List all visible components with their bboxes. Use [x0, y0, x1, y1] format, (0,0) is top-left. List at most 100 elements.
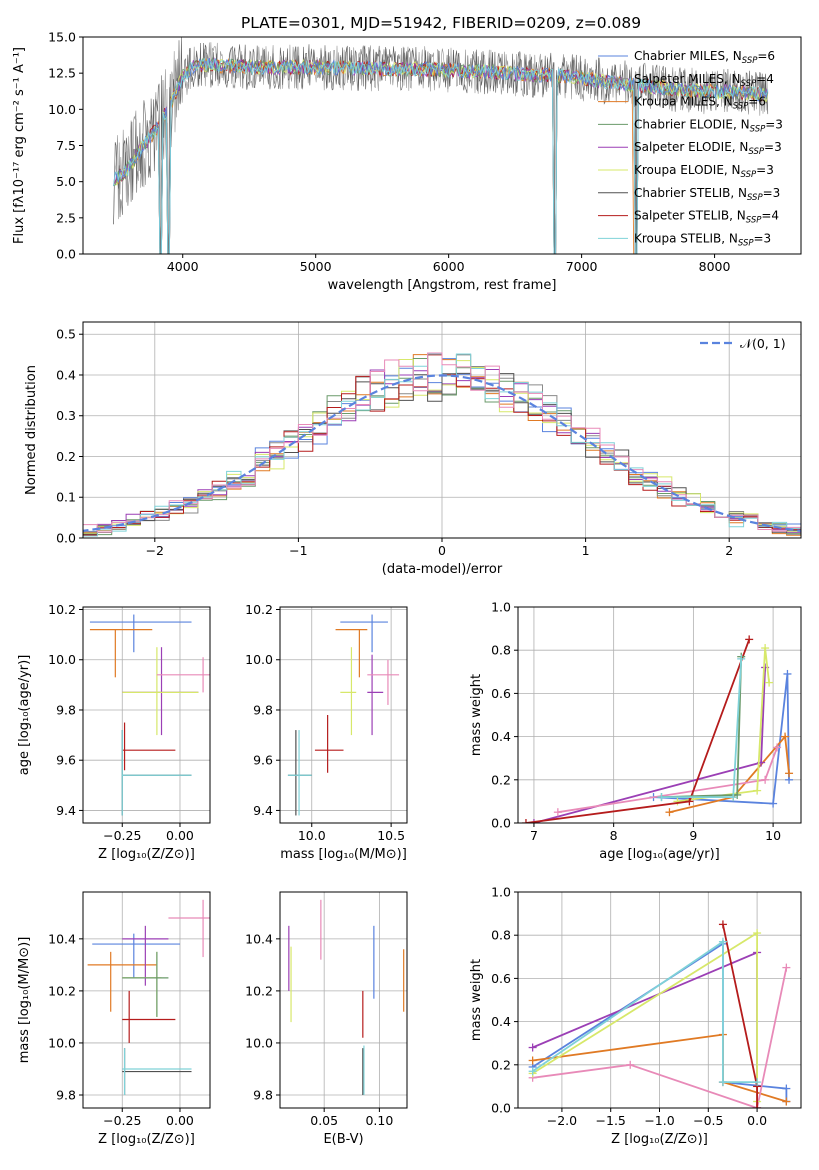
y-tick-label: 0.3 — [56, 408, 76, 423]
y-axis-label: Flux [fλ10⁻¹⁷ erg cm⁻² s⁻¹ A⁻¹] — [12, 47, 27, 244]
x-tick-label: 10 — [765, 828, 781, 843]
histograms — [83, 352, 801, 537]
x-tick-label: −0.5 — [693, 1113, 723, 1128]
y-tick-label: 7.5 — [56, 138, 76, 153]
weight-series-line — [661, 658, 743, 798]
y-tick-label: 9.6 — [253, 753, 273, 768]
y-tick-label: 0.2 — [56, 449, 76, 464]
y-tick-label: 0.0 — [491, 816, 511, 831]
x-tick-label: 10.5 — [377, 828, 405, 843]
weight-series-line — [532, 967, 788, 1108]
mass-z-panel: −0.25 0.00 9.8 10.0 10.2 10.4 Z [log₁₀(Z/Z⊙)] m… — [17, 891, 211, 1147]
age-mass-panel: 10.0 10.5 9.4 9.6 9.8 10.0 10.2 mass [log₁₀(M/M… — [245, 602, 408, 862]
y-tick-label: 10.0 — [48, 102, 76, 117]
errorbars — [87, 899, 210, 1095]
weight-series-line — [532, 939, 758, 1083]
x-tick-label: 0 — [438, 543, 446, 558]
y-tick-label: 0.5 — [56, 327, 76, 342]
y-tick-label: 0.8 — [491, 928, 511, 943]
x-axis-label: Z [log₁₀(Z/Z⊙)] — [611, 1132, 708, 1147]
x-tick-label: 8000 — [699, 259, 731, 274]
y-axis-label: mass weight — [469, 959, 484, 1041]
axes-frame — [279, 606, 408, 824]
axes-frame — [517, 891, 802, 1109]
x-tick-label: 0.05 — [310, 1113, 338, 1128]
legend-entry: Salpeter ELODIE, NSSP=3 — [634, 140, 782, 157]
x-tick-label: 0.00 — [166, 1113, 194, 1128]
histogram-series — [83, 352, 801, 537]
y-tick-label: 9.4 — [253, 803, 273, 818]
y-tick-label: 10.0 — [245, 652, 273, 667]
weight-series-line — [661, 656, 743, 798]
legend-entry: Kroupa MILES, NSSP=6 — [634, 95, 766, 112]
x-axis-label: E(B-V) — [323, 1132, 363, 1147]
x-axis-label: age [log₁₀(age/yr)] — [599, 847, 720, 862]
y-tick-label: 0.8 — [491, 643, 511, 658]
x-tick-label: −1 — [289, 543, 307, 558]
y-tick-label: 10.2 — [48, 602, 76, 617]
y-tick-label: 5.0 — [56, 174, 76, 189]
spectrum-lines — [113, 37, 769, 254]
weight-age-panel: 7 8 9 10 0.0 0.2 0.4 0.6 0.8 1.0 age [log₁₀(age/yr… — [469, 600, 802, 862]
y-tick-label: 10.4 — [48, 931, 76, 946]
errorbars — [288, 899, 405, 1095]
weight-lines — [521, 635, 794, 823]
x-axis-label: (data-model)/error — [382, 562, 503, 577]
y-tick-label: 0.4 — [491, 1014, 511, 1029]
x-tick-label: 7 — [530, 828, 538, 843]
y-tick-label: 0.0 — [56, 531, 76, 546]
normal-curve — [83, 374, 801, 533]
errorbars — [89, 614, 210, 816]
y-tick-label: 10.2 — [48, 983, 76, 998]
x-tick-label: −1.0 — [644, 1113, 674, 1128]
legend-entry: Salpeter STELIB, NSSP=4 — [634, 209, 779, 226]
axes-frame — [82, 891, 211, 1109]
spectrum-legend: Chabrier MILES, NSSP=6 Salpeter MILES, NS… — [598, 49, 783, 248]
y-axis-label: mass [log₁₀(M/M⊙)] — [17, 937, 32, 1064]
x-axis-label: Z [log₁₀(Z/Z⊙)] — [98, 1132, 195, 1147]
y-axis-label: age [log₁₀(age/yr)] — [17, 655, 32, 776]
spectrum-series-line — [113, 58, 769, 254]
weight-series-line — [677, 647, 770, 803]
x-axis-label: wavelength [Angstrom, rest frame] — [328, 278, 557, 293]
y-tick-label: 0.4 — [491, 729, 511, 744]
y-tick-label: 10.4 — [245, 931, 273, 946]
axes-frame — [82, 321, 802, 539]
errorbars — [287, 614, 400, 816]
x-tick-label: 9 — [689, 828, 697, 843]
legend-entry: Kroupa STELIB, NSSP=3 — [634, 231, 771, 248]
spectrum-panel: 4000 5000 6000 7000 8000 0.0 2.5 5.0 7.5 10.0 12.5… — [12, 30, 802, 293]
x-tick-label: 5000 — [300, 259, 332, 274]
y-tick-label: 10.2 — [245, 602, 273, 617]
y-tick-label: 9.8 — [253, 702, 273, 717]
x-tick-label: 0.10 — [365, 1113, 393, 1128]
y-tick-label: 12.5 — [48, 66, 76, 81]
y-tick-label: 9.8 — [56, 1087, 76, 1102]
y-tick-label: 0.2 — [491, 772, 511, 787]
weight-series-line — [722, 924, 758, 1108]
x-tick-label: 8 — [610, 828, 618, 843]
y-tick-label: 15.0 — [48, 30, 76, 45]
x-tick-label: 6000 — [433, 259, 465, 274]
x-axis-label: Z [log₁₀(Z/Z⊙)] — [98, 847, 195, 862]
x-tick-label: 0.00 — [166, 828, 194, 843]
y-axis-label: Normed distribution — [24, 365, 39, 495]
legend-entry: Chabrier STELIB, NSSP=3 — [634, 186, 780, 203]
y-tick-label: 0.2 — [491, 1057, 511, 1072]
y-tick-label: 1.0 — [491, 600, 511, 615]
y-tick-label: 9.6 — [56, 753, 76, 768]
weight-lines — [528, 920, 791, 1108]
age-z-panel: −0.25 0.00 9.4 9.6 9.8 10.0 10.2 Z [log₁₀(Z/Z⊙)… — [17, 602, 211, 862]
x-tick-label: 2 — [725, 543, 733, 558]
y-tick-label: 1.0 — [491, 885, 511, 900]
x-tick-label: −2 — [146, 543, 164, 558]
x-tick-label: −1.5 — [596, 1113, 626, 1128]
x-tick-label: −0.25 — [103, 1113, 141, 1128]
y-tick-label: 0.1 — [56, 490, 76, 505]
weight-series-line — [653, 673, 790, 805]
y-tick-label: 2.5 — [56, 210, 76, 225]
legend-entry: Kroupa ELODIE, NSSP=3 — [634, 163, 774, 180]
x-tick-label: 1 — [582, 543, 590, 558]
legend-entry: Chabrier MILES, NSSP=6 — [634, 49, 775, 66]
